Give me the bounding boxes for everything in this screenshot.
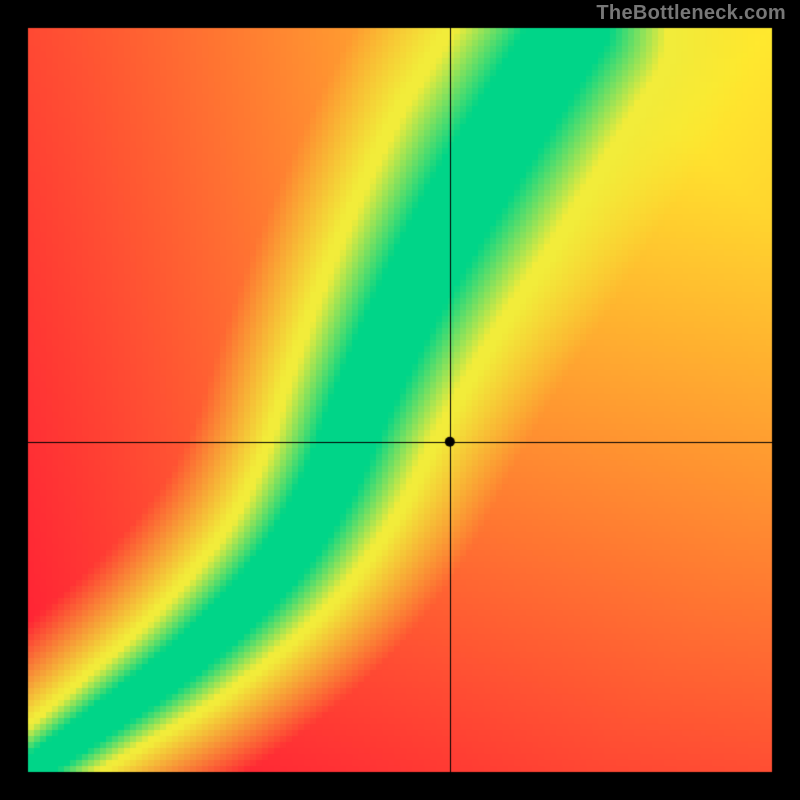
bottleneck-heatmap: [0, 0, 800, 800]
watermark-text: TheBottleneck.com: [596, 2, 786, 25]
